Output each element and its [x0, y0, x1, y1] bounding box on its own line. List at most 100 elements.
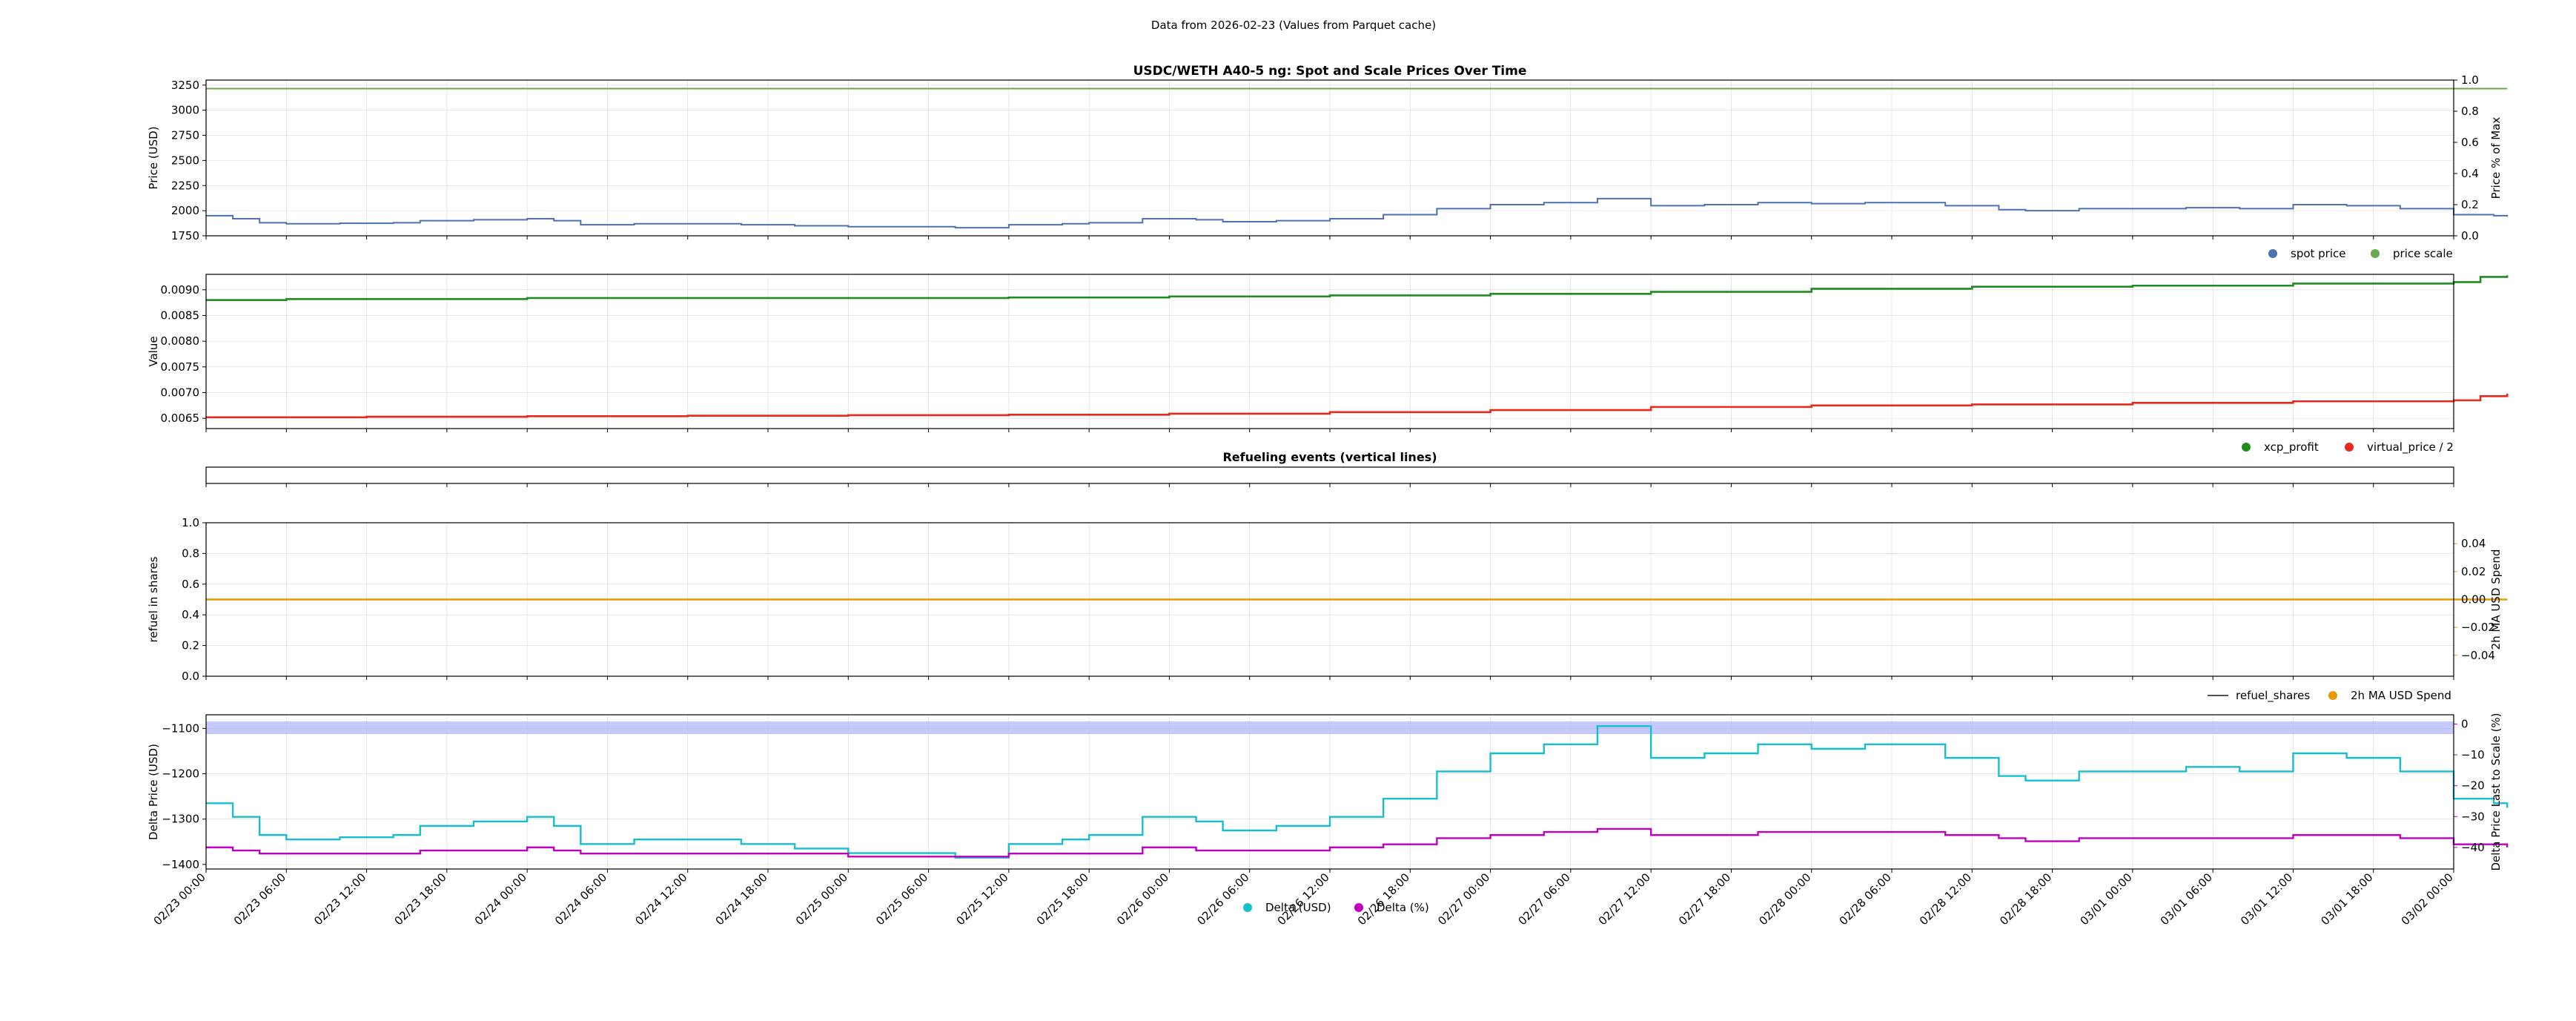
- x-tick-label: 02/27 00:00: [1435, 870, 1492, 928]
- axes-frame-5: [205, 714, 2454, 870]
- y2-tick-label: 0.0: [2461, 229, 2479, 242]
- x-tick-label: 02/23 00:00: [151, 870, 208, 928]
- y-tick-label: 2750: [171, 129, 199, 142]
- y-tick-label: 0.2: [182, 639, 199, 652]
- y-axis-label: refuel in shares: [147, 556, 160, 642]
- legend-label: 2h MA USD Spend: [2351, 689, 2451, 702]
- y2-tick-label: 0: [2461, 717, 2469, 730]
- x-tick-label: 02/23 12:00: [311, 870, 368, 928]
- x-tick-label: 02/28 06:00: [1837, 870, 1894, 928]
- legend-marker: [2242, 443, 2251, 452]
- legend-label: Delta (%): [1377, 901, 1429, 914]
- y-tick-label: 0.6: [182, 578, 199, 591]
- y-tick-label: 2500: [171, 153, 199, 167]
- y2-tick-label: −40: [2461, 841, 2485, 854]
- x-tick-label: 02/24 06:00: [552, 870, 609, 928]
- series-xcp-profit: [206, 275, 2509, 301]
- axes-frame-1: [205, 79, 2454, 237]
- y2-tick-label: 1.0: [2461, 73, 2479, 87]
- y-tick-label: 3000: [171, 104, 199, 117]
- y2-tick-label: 0.8: [2461, 105, 2479, 118]
- legend-label: Delta (USD): [1265, 901, 1331, 914]
- highlight-band: [206, 721, 2454, 734]
- y-axis-label: Delta Price (USD): [147, 744, 160, 840]
- x-tick-label: 02/23 06:00: [231, 870, 288, 928]
- x-tick-label: 02/26 06:00: [1194, 870, 1251, 928]
- y-tick-label: 1750: [171, 229, 199, 242]
- legend-label: virtual_price / 2: [2367, 440, 2454, 455]
- legend-marker: [2328, 691, 2337, 700]
- x-tick-label: 02/26 00:00: [1114, 870, 1171, 928]
- axes-frame-4: [205, 522, 2454, 677]
- x-tick-label: 02/28 12:00: [1917, 870, 1974, 928]
- y-tick-label: −1200: [162, 767, 199, 781]
- x-tick-label: 03/01 06:00: [2158, 870, 2215, 928]
- y2-tick-label: 0.2: [2461, 198, 2479, 211]
- y2-axis-label: Price % of Max: [2489, 117, 2503, 199]
- legend-label: price scale: [2393, 247, 2453, 260]
- y2-tick-label: 0.02: [2461, 565, 2486, 578]
- x-tick-label: 02/25 18:00: [1034, 870, 1091, 928]
- x-tick-label: 02/24 12:00: [632, 870, 689, 928]
- y-tick-label: 0.0080: [161, 334, 200, 348]
- y2-tick-label: −10: [2461, 748, 2485, 761]
- y2-axis-label: Delta Price Last to Scale (%): [2489, 713, 2503, 870]
- y-tick-label: −1100: [162, 721, 199, 735]
- x-tick-label: 02/25 06:00: [873, 870, 930, 928]
- x-tick-label: 02/27 18:00: [1676, 870, 1733, 928]
- x-tick-label: 03/01 12:00: [2238, 870, 2295, 928]
- legend-marker: [1354, 903, 1363, 912]
- legend-label: refuel_shares: [2236, 689, 2310, 703]
- y2-tick-label: −0.02: [2461, 621, 2495, 634]
- y-tick-label: 0.0085: [161, 308, 200, 322]
- y-tick-label: −1400: [162, 858, 199, 871]
- x-tick-label: 02/27 06:00: [1515, 870, 1572, 928]
- y2-tick-label: 0.00: [2461, 593, 2486, 607]
- y2-tick-label: 0.4: [2461, 167, 2479, 180]
- x-tick-label: 02/26 18:00: [1355, 870, 1412, 928]
- legend-marker: [2371, 249, 2380, 258]
- y2-tick-label: −0.04: [2461, 649, 2495, 662]
- x-tick-label: 02/23 18:00: [391, 870, 448, 928]
- y2-tick-label: 0.04: [2461, 537, 2486, 550]
- x-tick-label: 03/01 18:00: [2318, 870, 2375, 928]
- y2-axis-label: 2h MA USD Spend: [2489, 549, 2503, 650]
- x-tick-label: 02/27 12:00: [1596, 870, 1653, 928]
- y-tick-label: 0.8: [182, 546, 199, 560]
- x-tick-label: 02/26 12:00: [1275, 870, 1332, 928]
- y-tick-label: 0.0090: [161, 283, 200, 297]
- legend-label: spot price: [2291, 247, 2346, 260]
- x-tick-label: 02/28 00:00: [1756, 870, 1813, 928]
- x-tick-label: 02/28 18:00: [1997, 870, 2054, 928]
- series-delta-pct: [206, 827, 2509, 858]
- y-tick-label: 0.4: [182, 608, 199, 621]
- y-tick-label: 3250: [171, 79, 199, 92]
- x-tick-label: 02/25 00:00: [793, 870, 850, 928]
- x-tick-label: 02/24 18:00: [713, 870, 770, 928]
- y2-tick-label: 0.6: [2461, 136, 2479, 149]
- axes-frame-2: [205, 274, 2454, 429]
- x-tick-label: 02/24 00:00: [472, 870, 529, 928]
- y-tick-label: 2250: [171, 179, 199, 192]
- y-axis-label: Price (USD): [147, 126, 160, 189]
- y-tick-label: 0.0070: [161, 386, 200, 399]
- y-tick-label: −1300: [162, 813, 199, 826]
- y-tick-label: 0.0065: [161, 412, 200, 425]
- chart-title: USDC/WETH A40-5 ng: Spot and Scale Price…: [1133, 64, 1527, 79]
- y-tick-label: 0.0: [182, 670, 199, 683]
- y-tick-label: 0.0075: [161, 360, 200, 374]
- legend-marker: [2345, 443, 2354, 452]
- figure-suptitle: Data from 2026-02-23 (Values from Parque…: [1151, 19, 1436, 32]
- legend-marker: [1243, 903, 1252, 912]
- y-axis-label: Value: [147, 336, 160, 366]
- series-virtual-price: [206, 393, 2509, 419]
- y2-tick-label: −20: [2461, 779, 2485, 793]
- legend-label: xcp_profit: [2264, 440, 2319, 455]
- x-tick-label: 02/25 12:00: [953, 870, 1010, 928]
- axes-frame-3: [205, 466, 2454, 484]
- refuel-events-title: Refueling events (vertical lines): [1222, 450, 1437, 464]
- series-delta-usd: [206, 725, 2509, 859]
- x-tick-label: 03/01 00:00: [2077, 870, 2134, 928]
- x-tick-label: 03/02 00:00: [2399, 870, 2456, 928]
